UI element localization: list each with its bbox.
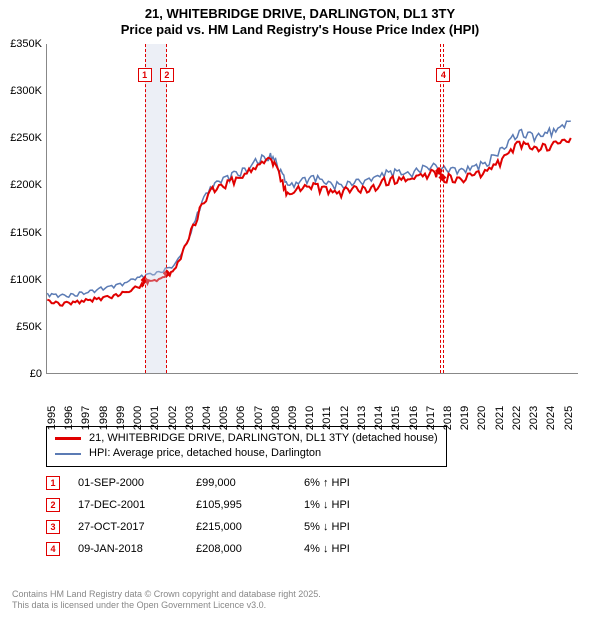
chart: 124 £0£50K£100K£150K£200K£250K£300K£350K…	[0, 44, 600, 414]
plot-area: 12 4	[46, 44, 578, 374]
table-row: 2 17-DEC-2001 £105,995 1% ↓ HPI	[46, 494, 414, 516]
table-row: 4 09-JAN-2018 £208,000 4% ↓ HPI	[46, 538, 414, 560]
y-axis-label: £250K	[0, 132, 42, 144]
series-price_paid	[47, 138, 571, 306]
y-axis-label: £300K	[0, 85, 42, 97]
tx-diff: 1% ↓ HPI	[304, 499, 414, 511]
tx-diff: 5% ↓ HPI	[304, 521, 414, 533]
tx-price: £99,000	[196, 477, 286, 489]
title-line-2: Price paid vs. HM Land Registry's House …	[0, 22, 600, 38]
tx-price: £215,000	[196, 521, 286, 533]
chart-marker: 1	[138, 68, 152, 82]
tx-date: 27-OCT-2017	[78, 521, 178, 533]
footer-line-1: Contains HM Land Registry data © Crown c…	[12, 589, 321, 601]
date-line	[443, 44, 444, 373]
y-axis-label: £0	[0, 368, 42, 380]
footer: Contains HM Land Registry data © Crown c…	[12, 589, 321, 612]
legend-swatch-2	[55, 453, 81, 455]
tx-price: £105,995	[196, 499, 286, 511]
tx-marker: 2	[46, 498, 60, 512]
legend-label-1: 21, WHITEBRIDGE DRIVE, DARLINGTON, DL1 3…	[89, 431, 438, 446]
chart-svg	[47, 44, 578, 373]
tx-date: 17-DEC-2001	[78, 499, 178, 511]
footer-line-2: This data is licensed under the Open Gov…	[12, 600, 321, 612]
title-block: 21, WHITEBRIDGE DRIVE, DARLINGTON, DL1 3…	[0, 0, 600, 39]
date-line	[440, 44, 441, 373]
chart-marker: 4	[436, 68, 450, 82]
legend: 21, WHITEBRIDGE DRIVE, DARLINGTON, DL1 3…	[46, 426, 447, 467]
series-hpi	[47, 121, 571, 297]
tx-date: 09-JAN-2018	[78, 543, 178, 555]
legend-label-2: HPI: Average price, detached house, Darl…	[89, 446, 321, 461]
y-axis-label: £50K	[0, 321, 42, 333]
tx-diff: 6% ↑ HPI	[304, 477, 414, 489]
legend-row-2: HPI: Average price, detached house, Darl…	[55, 446, 438, 461]
tx-marker: 3	[46, 520, 60, 534]
chart-marker: 2	[160, 68, 174, 82]
date-band	[145, 44, 167, 373]
legend-row-1: 21, WHITEBRIDGE DRIVE, DARLINGTON, DL1 3…	[55, 431, 438, 446]
x-axis-label: 2025	[563, 406, 600, 430]
y-axis-label: £350K	[0, 38, 42, 50]
legend-swatch-1	[55, 437, 81, 440]
y-axis-label: £150K	[0, 227, 42, 239]
table-row: 3 27-OCT-2017 £215,000 5% ↓ HPI	[46, 516, 414, 538]
table-row: 1 01-SEP-2000 £99,000 6% ↑ HPI	[46, 472, 414, 494]
tx-price: £208,000	[196, 543, 286, 555]
tx-date: 01-SEP-2000	[78, 477, 178, 489]
transaction-table: 1 01-SEP-2000 £99,000 6% ↑ HPI 2 17-DEC-…	[46, 472, 414, 560]
y-axis-label: £200K	[0, 179, 42, 191]
tx-marker: 4	[46, 542, 60, 556]
title-line-1: 21, WHITEBRIDGE DRIVE, DARLINGTON, DL1 3…	[0, 6, 600, 22]
tx-marker: 1	[46, 476, 60, 490]
y-axis-label: £100K	[0, 274, 42, 286]
tx-diff: 4% ↓ HPI	[304, 543, 414, 555]
